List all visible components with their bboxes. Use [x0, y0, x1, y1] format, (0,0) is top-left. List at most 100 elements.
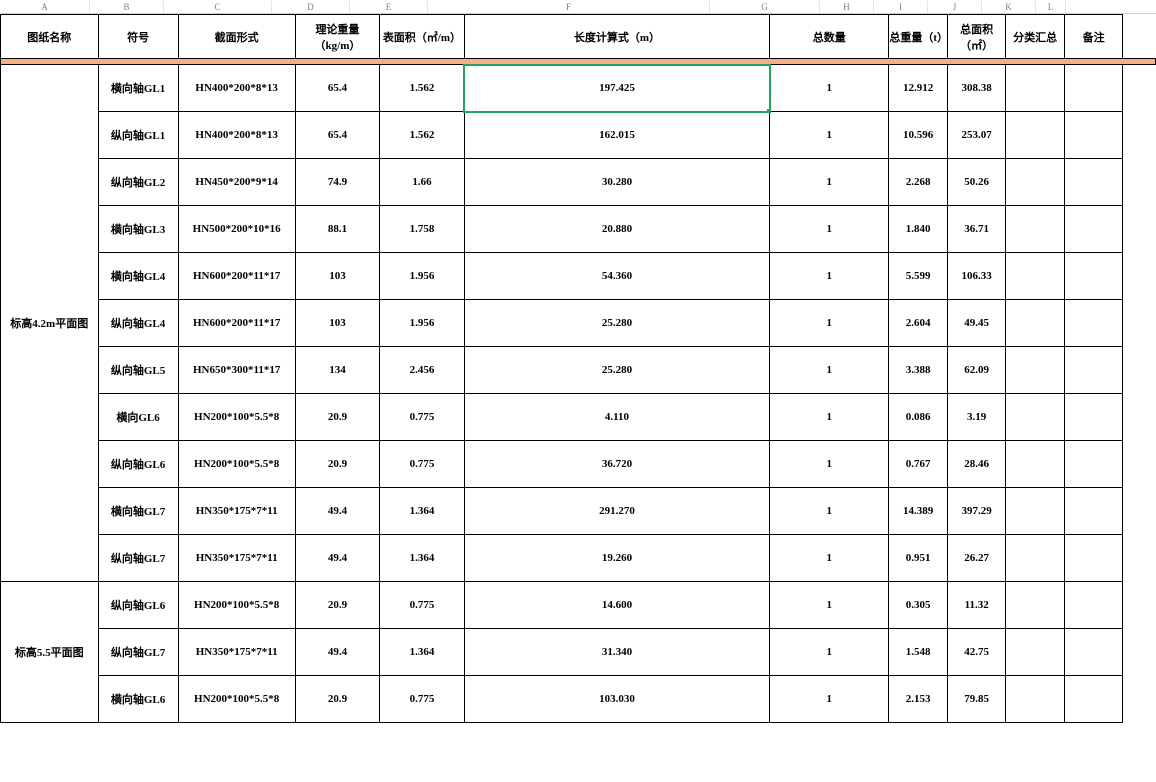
header-symbol[interactable]: 符号 — [98, 15, 178, 59]
cell-E[interactable]: 1.364 — [380, 629, 465, 676]
col-letter-A[interactable]: A — [0, 0, 90, 13]
cell-H[interactable]: 10.596 — [889, 112, 948, 159]
cell-H[interactable]: 2.153 — [889, 676, 948, 723]
cell-E[interactable]: 1.758 — [380, 206, 465, 253]
cell-D[interactable]: 134 — [295, 347, 380, 394]
cell-I[interactable]: 106.33 — [947, 253, 1006, 300]
cell-J[interactable] — [1006, 629, 1065, 676]
cell-L[interactable] — [1123, 582, 1156, 629]
col-letter-D[interactable]: D — [272, 0, 350, 13]
group-name-cell[interactable]: 标高5.5平面图 — [1, 582, 99, 723]
cell-D[interactable]: 65.4 — [295, 65, 380, 112]
cell-E[interactable]: 0.775 — [380, 676, 465, 723]
cell-B[interactable]: 纵向轴GL5 — [98, 347, 178, 394]
cell-C[interactable]: HN500*200*10*16 — [178, 206, 295, 253]
cell-D[interactable]: 20.9 — [295, 582, 380, 629]
cell-D[interactable]: 49.4 — [295, 535, 380, 582]
cell-J[interactable] — [1006, 488, 1065, 535]
header-drawing-name[interactable]: 图纸名称 — [1, 15, 99, 59]
cell-E[interactable]: 1.66 — [380, 159, 465, 206]
cell-J[interactable] — [1006, 300, 1065, 347]
cell-I[interactable]: 308.38 — [947, 65, 1006, 112]
col-letter-J[interactable]: J — [928, 0, 982, 13]
cell-L[interactable] — [1123, 535, 1156, 582]
cell-K[interactable] — [1064, 629, 1123, 676]
cell-L[interactable] — [1123, 253, 1156, 300]
cell-D[interactable]: 49.4 — [295, 488, 380, 535]
cell-J[interactable] — [1006, 535, 1065, 582]
cell-D[interactable]: 103 — [295, 300, 380, 347]
cell-L[interactable] — [1123, 676, 1156, 723]
col-letter-F[interactable]: F — [428, 0, 710, 13]
cell-F[interactable]: 19.260 — [464, 535, 770, 582]
cell-G[interactable]: 1 — [770, 676, 889, 723]
group-name-cell[interactable]: 标高4.2m平面图 — [1, 65, 99, 582]
cell-C[interactable]: HN450*200*9*14 — [178, 159, 295, 206]
cell-F[interactable]: 291.270 — [464, 488, 770, 535]
cell-G[interactable]: 1 — [770, 300, 889, 347]
cell-G[interactable]: 1 — [770, 159, 889, 206]
cell-B[interactable]: 纵向轴GL7 — [98, 535, 178, 582]
cell-F[interactable]: 30.280 — [464, 159, 770, 206]
cell-D[interactable]: 20.9 — [295, 441, 380, 488]
cell-C[interactable]: HN600*200*11*17 — [178, 300, 295, 347]
cell-B[interactable]: 纵向轴GL6 — [98, 582, 178, 629]
cell-L[interactable] — [1123, 629, 1156, 676]
cell-J[interactable] — [1006, 65, 1065, 112]
cell-E[interactable]: 1.364 — [380, 488, 465, 535]
cell-G[interactable]: 1 — [770, 112, 889, 159]
cell-K[interactable] — [1064, 488, 1123, 535]
cell-B[interactable]: 横向GL6 — [98, 394, 178, 441]
cell-H[interactable]: 0.951 — [889, 535, 948, 582]
cell-L[interactable] — [1123, 206, 1156, 253]
cell-C[interactable]: HN400*200*8*13 — [178, 65, 295, 112]
cell-F[interactable]: 54.360 — [464, 253, 770, 300]
cell-B[interactable]: 纵向轴GL2 — [98, 159, 178, 206]
cell-G[interactable]: 1 — [770, 206, 889, 253]
cell-K[interactable] — [1064, 582, 1123, 629]
cell-E[interactable]: 1.956 — [380, 253, 465, 300]
cell-C[interactable]: HN650*300*11*17 — [178, 347, 295, 394]
cell-G[interactable]: 1 — [770, 253, 889, 300]
cell-E[interactable]: 0.775 — [380, 394, 465, 441]
cell-B[interactable]: 纵向轴GL1 — [98, 112, 178, 159]
cell-I[interactable]: 397.29 — [947, 488, 1006, 535]
cell-L[interactable] — [1123, 441, 1156, 488]
cell-I[interactable]: 49.45 — [947, 300, 1006, 347]
header-length-formula[interactable]: 长度计算式（m） — [464, 15, 770, 59]
header-total-qty[interactable]: 总数量 — [770, 15, 889, 59]
cell-J[interactable] — [1006, 441, 1065, 488]
cell-H[interactable]: 3.388 — [889, 347, 948, 394]
cell-K[interactable] — [1064, 253, 1123, 300]
cell-C[interactable]: HN200*100*5.5*8 — [178, 582, 295, 629]
header-surface-area[interactable]: 表面积（㎡/m） — [380, 15, 465, 59]
header-empty[interactable] — [1123, 15, 1156, 59]
cell-I[interactable]: 42.75 — [947, 629, 1006, 676]
cell-K[interactable] — [1064, 676, 1123, 723]
cell-K[interactable] — [1064, 112, 1123, 159]
cell-J[interactable] — [1006, 347, 1065, 394]
cell-H[interactable]: 5.599 — [889, 253, 948, 300]
cell-L[interactable] — [1123, 65, 1156, 112]
col-letter-E[interactable]: E — [350, 0, 428, 13]
cell-F[interactable]: 31.340 — [464, 629, 770, 676]
cell-L[interactable] — [1123, 112, 1156, 159]
cell-E[interactable]: 1.562 — [380, 65, 465, 112]
header-category-summary[interactable]: 分类汇总 — [1006, 15, 1065, 59]
cell-I[interactable]: 62.09 — [947, 347, 1006, 394]
cell-B[interactable]: 横向轴GL3 — [98, 206, 178, 253]
cell-E[interactable]: 1.956 — [380, 300, 465, 347]
cell-K[interactable] — [1064, 159, 1123, 206]
cell-G[interactable]: 1 — [770, 394, 889, 441]
col-letter-I[interactable]: I — [874, 0, 928, 13]
header-total-weight[interactable]: 总重量（t） — [889, 15, 948, 59]
col-letter-G[interactable]: G — [710, 0, 820, 13]
cell-G[interactable]: 1 — [770, 582, 889, 629]
cell-K[interactable] — [1064, 300, 1123, 347]
header-section-form[interactable]: 截面形式 — [178, 15, 295, 59]
cell-C[interactable]: HN350*175*7*11 — [178, 535, 295, 582]
cell-K[interactable] — [1064, 394, 1123, 441]
cell-I[interactable]: 28.46 — [947, 441, 1006, 488]
cell-I[interactable]: 36.71 — [947, 206, 1006, 253]
cell-G[interactable]: 1 — [770, 488, 889, 535]
